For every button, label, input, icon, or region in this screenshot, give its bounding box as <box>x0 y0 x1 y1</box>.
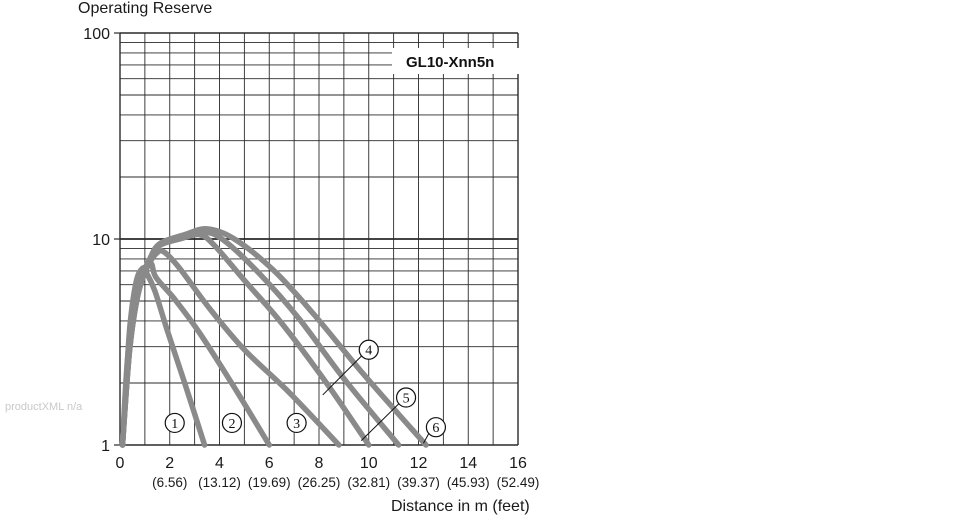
x-tick-feet-label: (32.81) <box>347 475 390 490</box>
curve-label-circle <box>164 412 185 434</box>
x-tick-feet-label: (52.49) <box>497 475 540 490</box>
x-tick-label: 16 <box>509 455 527 472</box>
x-tick-label: 4 <box>215 455 224 472</box>
x-tick-feet-label: (39.37) <box>397 475 440 490</box>
y-tick-label: 1 <box>101 438 110 455</box>
x-tick-label: 0 <box>116 455 125 472</box>
x-tick-feet-label: (13.12) <box>198 475 241 490</box>
x-tick-label: 2 <box>165 455 174 472</box>
curve-label-5: 5 <box>403 392 410 407</box>
model-label: GL10-Xnn5n <box>406 54 494 71</box>
x-tick-label: 12 <box>410 455 428 472</box>
curves <box>119 226 429 448</box>
curve-label-leader <box>423 432 430 444</box>
x-tick-feet-label: (26.25) <box>298 475 341 490</box>
curve-label-6: 6 <box>432 421 439 436</box>
curve-label-circle <box>395 387 417 408</box>
x-tick-feet-label: (19.69) <box>248 475 291 490</box>
x-tick-label: 6 <box>265 455 274 472</box>
x-tick-label: 8 <box>315 455 324 472</box>
watermark: productXML n/a <box>5 401 83 413</box>
curve-label-leader <box>360 403 400 441</box>
model-label-box <box>392 48 530 74</box>
x-axis-title: Distance in m (feet) <box>391 498 530 515</box>
curve-label-circle <box>358 339 379 360</box>
labels: 1 10 100 0 2 (6.56) 4 (13.12) 6 (19.69) 8 (26.25) 10… <box>83 26 539 490</box>
curve-label-2: 2 <box>228 417 235 432</box>
curve-label-1: 1 <box>171 417 178 432</box>
curve-label-circle <box>286 412 307 434</box>
x-tick-feet-label: (6.56) <box>152 475 187 490</box>
x-tick-feet-label: (45.93) <box>447 475 490 490</box>
y-axis-title: Operating Reserve <box>78 0 213 17</box>
y-tick-label: 100 <box>83 26 110 43</box>
curve-label-4: 4 <box>365 344 372 359</box>
curve-6 <box>119 226 429 448</box>
x-tick-label: 14 <box>459 455 477 472</box>
curve-label-circle <box>221 412 243 434</box>
x-tick-label: 10 <box>360 455 378 472</box>
y-tick-label: 10 <box>92 232 110 249</box>
curve-label-circle <box>425 417 447 438</box>
curve-5 <box>119 229 402 448</box>
curve-label-3: 3 <box>293 417 300 432</box>
curve-label-leader <box>322 355 363 396</box>
